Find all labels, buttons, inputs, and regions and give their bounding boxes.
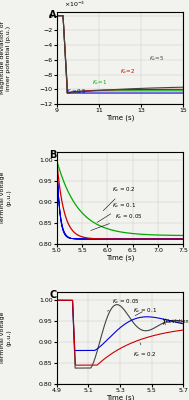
Text: $K_c$ = 0.1: $K_c$ = 0.1 [97,201,137,222]
Text: $K_c$ = 0.2: $K_c$ = 0.2 [103,185,136,211]
Text: A: A [49,10,57,20]
Text: $K_c$ = 0.05: $K_c$ = 0.05 [107,298,140,311]
X-axis label: Time (s): Time (s) [106,394,134,400]
Text: $K_c$=1: $K_c$=1 [92,78,108,87]
Text: Deviation: Deviation [166,319,189,324]
X-axis label: Time (s): Time (s) [106,115,134,121]
X-axis label: Time (s): Time (s) [106,254,134,261]
Text: $\times10^{-3}$: $\times10^{-3}$ [64,0,86,9]
Text: $K_c$=0.5: $K_c$=0.5 [66,87,86,96]
Text: B: B [49,150,57,160]
Text: $K_c$ = 0.05: $K_c$ = 0.05 [91,212,143,230]
Text: $K_c$ = 0.1: $K_c$ = 0.1 [133,306,157,316]
Y-axis label: Magnitude deviation of
inner potential (p.u.): Magnitude deviation of inner potential (… [0,22,11,94]
Y-axis label: Terminal voltage
(p.u.): Terminal voltage (p.u.) [0,172,11,224]
Text: $K_c$ = 0.2: $K_c$ = 0.2 [133,343,156,359]
Text: $K_c$=5: $K_c$=5 [149,54,165,63]
Text: C: C [49,290,56,300]
Y-axis label: Terminal voltage
(p.u.): Terminal voltage (p.u.) [0,312,11,364]
Text: $K_c$=2: $K_c$=2 [120,67,135,76]
